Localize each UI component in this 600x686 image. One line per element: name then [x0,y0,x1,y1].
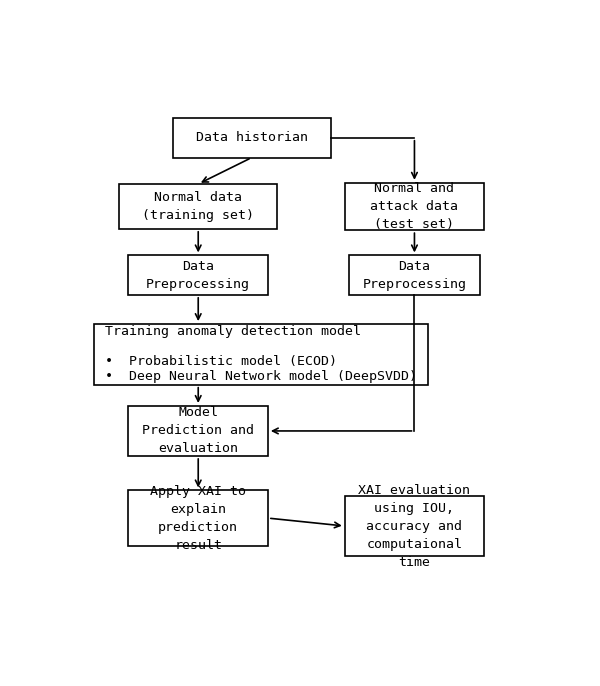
FancyBboxPatch shape [128,255,268,295]
FancyBboxPatch shape [128,490,268,546]
Text: •  Probabilistic model (ECOD): • Probabilistic model (ECOD) [105,355,337,368]
FancyBboxPatch shape [128,406,268,456]
FancyBboxPatch shape [349,255,479,295]
Text: XAI evaluation
using IOU,
accuracy and
computaional
time: XAI evaluation using IOU, accuracy and c… [358,484,470,569]
Text: Data historian: Data historian [196,131,308,144]
Text: Apply XAI to
explain
prediction
result: Apply XAI to explain prediction result [150,484,246,552]
FancyBboxPatch shape [344,182,484,230]
Text: Training anomaly detection model: Training anomaly detection model [105,324,361,338]
FancyBboxPatch shape [344,496,484,556]
Text: Data
Preprocessing: Data Preprocessing [146,259,250,291]
FancyBboxPatch shape [119,184,277,229]
Text: Model
Prediction and
evaluation: Model Prediction and evaluation [142,406,254,456]
FancyBboxPatch shape [94,324,428,385]
FancyBboxPatch shape [173,118,331,158]
Text: Data
Preprocessing: Data Preprocessing [362,259,466,291]
Text: Normal and
attack data
(test set): Normal and attack data (test set) [370,182,458,231]
Text: •  Deep Neural Network model (DeepSVDD): • Deep Neural Network model (DeepSVDD) [105,370,417,383]
Text: Normal data
(training set): Normal data (training set) [142,191,254,222]
